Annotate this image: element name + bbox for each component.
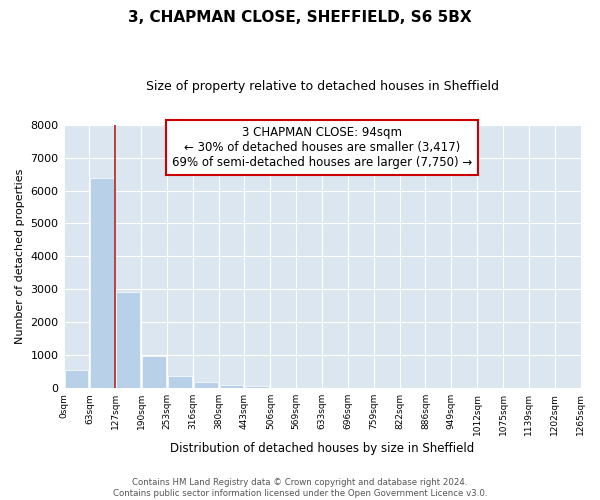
X-axis label: Distribution of detached houses by size in Sheffield: Distribution of detached houses by size … (170, 442, 474, 455)
Text: 3, CHAPMAN CLOSE, SHEFFIELD, S6 5BX: 3, CHAPMAN CLOSE, SHEFFIELD, S6 5BX (128, 10, 472, 25)
Y-axis label: Number of detached properties: Number of detached properties (15, 168, 25, 344)
Bar (245, 386, 269, 388)
Bar (91, 178, 114, 388)
Bar (142, 356, 166, 388)
Bar (65, 370, 88, 388)
Bar (194, 382, 218, 388)
Title: Size of property relative to detached houses in Sheffield: Size of property relative to detached ho… (146, 80, 499, 93)
Bar (168, 376, 192, 388)
Bar (220, 385, 244, 388)
Text: 3 CHAPMAN CLOSE: 94sqm
← 30% of detached houses are smaller (3,417)
69% of semi-: 3 CHAPMAN CLOSE: 94sqm ← 30% of detached… (172, 126, 472, 169)
Text: Contains HM Land Registry data © Crown copyright and database right 2024.
Contai: Contains HM Land Registry data © Crown c… (113, 478, 487, 498)
Bar (116, 292, 140, 388)
